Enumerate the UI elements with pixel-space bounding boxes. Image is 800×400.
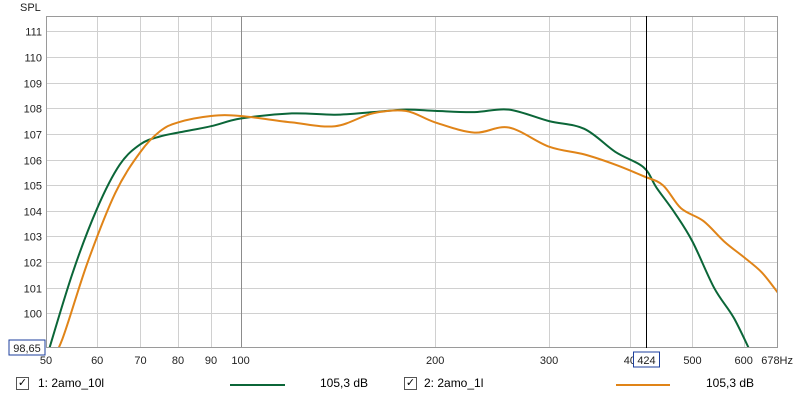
x-tick-label: 80 <box>172 355 184 367</box>
cursor-x-value: 424 <box>637 355 655 367</box>
spl-chart: SPL 100 101 102 103 104 105 106 107 108 109 110 111… <box>8 2 793 368</box>
series-2-checkbox[interactable]: ✓ <box>404 377 417 390</box>
series-1-line <box>48 108 750 348</box>
series-1-label: 1: 2amo_10l <box>38 376 105 390</box>
x-tick-label: 500 <box>683 355 701 367</box>
y-tick-label: 105 <box>24 181 42 193</box>
x-tick-label: 100 <box>231 355 249 367</box>
y-tick-label: 103 <box>24 232 42 244</box>
y-tick-label: 102 <box>24 258 42 270</box>
y-tick-label: 104 <box>24 207 42 219</box>
y-tick-label: 109 <box>24 79 42 91</box>
plot-area[interactable] <box>46 16 778 348</box>
series-1-value: 105,3 dB <box>320 376 369 390</box>
axis-ticks: 100 101 102 103 104 105 106 107 108 109 110 111 50 60… <box>24 27 793 368</box>
y-tick-label: 106 <box>24 156 42 168</box>
series-1-checkbox[interactable]: ✓ <box>16 377 29 390</box>
y-tick-label: 111 <box>25 27 42 39</box>
y-tick-label: 100 <box>24 309 42 321</box>
y-tick-label: 110 <box>24 53 42 65</box>
series-1-swatch <box>230 384 285 386</box>
legend: ✓ 1: 2amo_10l 105,3 dB ✓ 2: 2amo_1l 105,… <box>0 370 800 398</box>
x-tick-label: 90 <box>205 355 217 367</box>
series-2-swatch <box>616 384 670 386</box>
x-tick-label: 300 <box>540 355 558 367</box>
series-2-value: 105,3 dB <box>706 376 755 390</box>
x-tick-label: 70 <box>134 355 146 367</box>
y-axis-label: SPL <box>20 2 41 14</box>
y-tick-label: 107 <box>24 130 42 142</box>
x-tick-label: 50 <box>40 355 52 367</box>
x-tick-label: 600 <box>735 355 753 367</box>
x-tick-label: 678Hz <box>761 355 793 367</box>
series-2-line <box>57 109 778 348</box>
x-tick-label: 40 <box>624 355 636 367</box>
y-tick-label: 101 <box>24 284 42 296</box>
cursor-y-value: 98,65 <box>13 343 41 355</box>
cursor-x-readout: 424 <box>633 351 660 368</box>
plot-frame <box>46 16 778 348</box>
cursor-y-readout: 98,65 <box>8 339 46 356</box>
series-layer <box>48 108 778 348</box>
series-2-label: 2: 2amo_1l <box>424 376 484 390</box>
y-tick-label: 108 <box>24 104 42 116</box>
x-tick-label: 60 <box>91 355 103 367</box>
x-tick-label: 200 <box>426 355 444 367</box>
